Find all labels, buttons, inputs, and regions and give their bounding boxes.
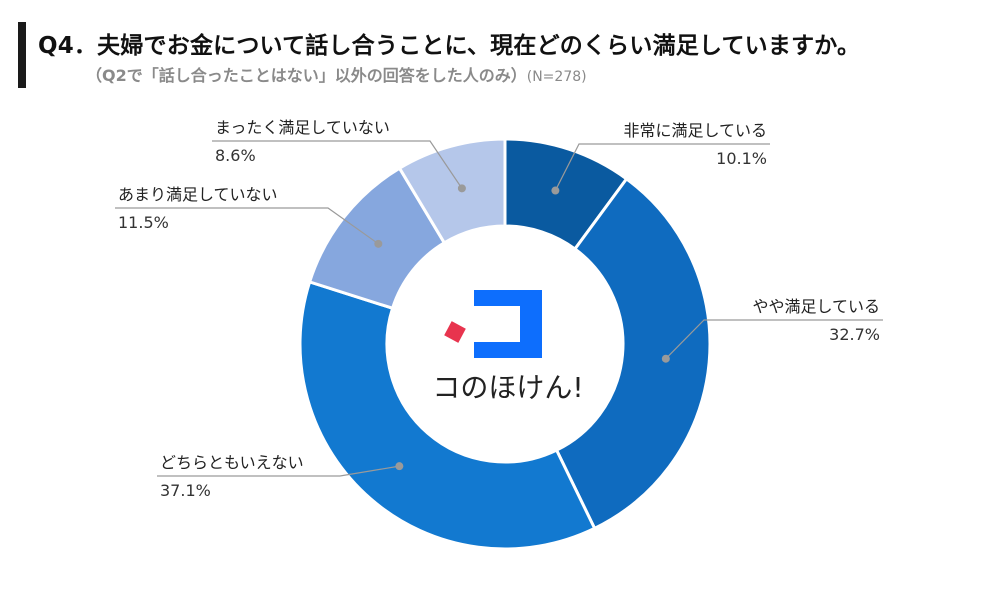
leader-line xyxy=(115,207,379,245)
leader-dot xyxy=(551,186,560,195)
slice-label-name: やや満足している xyxy=(752,297,880,316)
brand-logo: コのほけん! xyxy=(432,290,584,404)
logo-red-square xyxy=(444,321,466,343)
slice-label-value: 37.1% xyxy=(160,481,211,500)
leader-dot xyxy=(661,354,670,363)
slice-label-value: 11.5% xyxy=(118,213,169,232)
donut-slice xyxy=(554,176,712,531)
leader-line xyxy=(157,465,400,477)
accent-bar xyxy=(18,22,26,88)
sample-size: (N=278) xyxy=(526,69,587,85)
slice-label-value: 10.1% xyxy=(716,149,767,168)
slice-label-name: まったく満足していない xyxy=(215,118,390,137)
leader-line xyxy=(212,140,463,189)
chart-subtitle: （Q2で「話し合ったことはない」以外の回答をした人のみ）(N=278) xyxy=(86,62,587,86)
leader-dot xyxy=(457,184,466,193)
leader-dot xyxy=(395,462,404,471)
brand-name: コのほけん! xyxy=(432,371,583,404)
donut-slice xyxy=(298,279,597,551)
leader-lines xyxy=(115,140,883,477)
slice-labels: 非常に満足している 10.1% やや満足している 32.7% どちらともいえない 37.1… xyxy=(118,118,880,500)
leader-line xyxy=(665,319,883,360)
slice-label-name: 非常に満足している xyxy=(623,121,767,140)
logo-blue-block xyxy=(474,290,542,358)
slice-label-name: あまり満足していない xyxy=(118,185,278,204)
slice-label-name: どちらともいえない xyxy=(160,453,304,472)
subtitle-text: （Q2で「話し合ったことはない」以外の回答をした人のみ） xyxy=(86,66,527,85)
slice-label-value: 32.7% xyxy=(829,325,880,344)
leader-line xyxy=(554,143,770,191)
leader-dot xyxy=(374,239,383,248)
donut-slice xyxy=(397,137,507,245)
slice-label-value: 8.6% xyxy=(215,146,256,165)
donut-slices xyxy=(298,137,712,551)
chart-title: Q4．夫婦でお金について話し合うことに、現在どのくらい満足していますか。 xyxy=(38,33,861,59)
